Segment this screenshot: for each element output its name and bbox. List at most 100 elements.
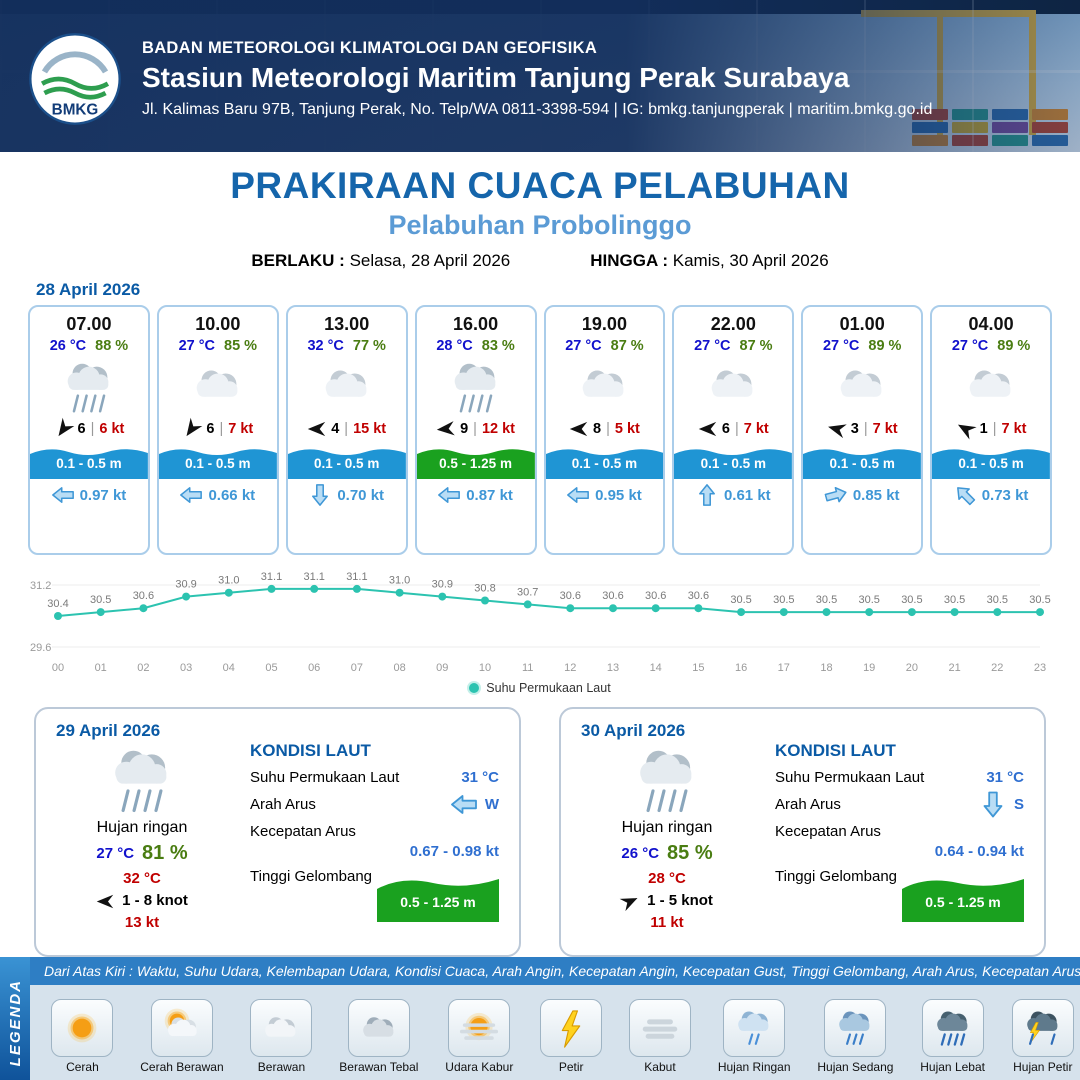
wind-speed: 7 kt bbox=[872, 421, 898, 438]
card-time: 04.00 bbox=[968, 314, 1014, 334]
svg-text:30.5: 30.5 bbox=[773, 594, 794, 606]
svg-text:29.6: 29.6 bbox=[30, 642, 51, 654]
svg-text:03: 03 bbox=[180, 662, 192, 674]
legend-item-cerah-berawan: Cerah Berawan bbox=[140, 998, 224, 1074]
card-current-row: 0.85 kt bbox=[824, 486, 900, 504]
card-humidity: 88 % bbox=[95, 338, 129, 354]
svg-text:19: 19 bbox=[863, 662, 875, 674]
svg-text:30.6: 30.6 bbox=[688, 590, 709, 602]
wave-height-band: 0.1 - 0.5 m bbox=[30, 443, 148, 480]
legend-item-hujan-petir: Hujan Petir bbox=[1011, 998, 1074, 1074]
current-speed: 0.73 kt bbox=[981, 486, 1029, 504]
svg-text:17: 17 bbox=[778, 662, 790, 674]
card-time: 01.00 bbox=[839, 314, 885, 334]
card-current-row: 0.73 kt bbox=[954, 486, 1029, 506]
svg-text:30.5: 30.5 bbox=[987, 594, 1008, 606]
legend-items-row: Cerah Cerah Berawan Berawan Berawan Teba… bbox=[30, 985, 1080, 1080]
sst-label: Suhu Permukaan Laut bbox=[250, 769, 400, 786]
card-temperature: 27 °C bbox=[822, 338, 860, 354]
current-speed: 0.66 kt bbox=[208, 486, 256, 504]
legend-item-label: Hujan Ringan bbox=[717, 1059, 791, 1074]
wave-height-band: 0.1 - 0.5 m bbox=[287, 443, 406, 480]
wave-height-value: 0.1 - 0.5 m bbox=[958, 456, 1024, 472]
wind-direction-icon bbox=[827, 421, 847, 439]
svg-text:31.0: 31.0 bbox=[218, 575, 239, 587]
hingga-value: Kamis, 30 April 2026 bbox=[672, 251, 829, 270]
svg-text:30.5: 30.5 bbox=[858, 594, 879, 606]
wind-speed: 7 kt bbox=[1001, 421, 1027, 438]
svg-text:09: 09 bbox=[436, 662, 448, 674]
sea-surface-temp: 31 °C bbox=[461, 769, 499, 786]
current-direction-label: Arah Arus bbox=[775, 796, 841, 813]
current-direction-icon bbox=[180, 486, 203, 504]
day-condition: Hujan ringan bbox=[621, 819, 713, 836]
wind-direction-icon bbox=[182, 417, 203, 437]
card-wind-row: 4 | 15 kt bbox=[307, 421, 386, 437]
legend-item-label: Kabut bbox=[644, 1059, 676, 1074]
current-direction-icon bbox=[824, 486, 847, 504]
wave-height-band: 0.1 - 0.5 m bbox=[803, 443, 922, 480]
card-humidity: 89 % bbox=[868, 338, 902, 354]
header-banner: BMKG BADAN METEOROLOGI KLIMATOLOGI DAN G… bbox=[0, 0, 1080, 152]
card-temp-humidity: 27 °C 87 % bbox=[694, 338, 773, 354]
wind-direction-icon bbox=[54, 417, 74, 437]
legend-item-berawan-tebal: Berawan Tebal bbox=[339, 998, 418, 1074]
card-humidity: 83 % bbox=[481, 338, 515, 354]
legend-item-label: Hujan Sedang bbox=[817, 1059, 894, 1074]
validity-row: BERLAKU : Selasa, 28 April 2026 HINGGA :… bbox=[0, 251, 1080, 271]
svg-text:30.5: 30.5 bbox=[730, 594, 751, 606]
svg-text:30.5: 30.5 bbox=[944, 594, 965, 606]
wind-divider: | bbox=[734, 421, 739, 438]
card-current-row: 0.70 kt bbox=[309, 484, 385, 507]
current-speed: 0.70 kt bbox=[337, 486, 385, 504]
org-name: BADAN METEOROLOGI KLIMATOLOGI DAN GEOFIS… bbox=[142, 39, 598, 57]
current-direction-icon bbox=[696, 484, 718, 507]
card-temperature: 32 °C bbox=[307, 338, 344, 354]
svg-text:08: 08 bbox=[393, 662, 405, 674]
svg-text:31.1: 31.1 bbox=[346, 571, 367, 583]
header-navy-overlay bbox=[0, 0, 1080, 152]
forecast-card-19.00: 19.00 27 °C 87 % 8 | 5 kt 0.1 - 0.5 m 0.… bbox=[543, 305, 666, 555]
svg-text:07: 07 bbox=[351, 662, 363, 674]
card-humidity: 85 % bbox=[224, 338, 258, 354]
card-wind-row: 3 | 7 kt bbox=[827, 421, 898, 439]
wave-height-band: 0.1 - 0.5 m bbox=[932, 443, 1050, 480]
svg-text:30.6: 30.6 bbox=[560, 590, 581, 602]
current-speed: 0.87 kt bbox=[466, 486, 513, 504]
sea-conditions-heading: KONDISI LAUT bbox=[775, 741, 896, 760]
svg-text:31.2: 31.2 bbox=[30, 580, 51, 592]
card-time: 13.00 bbox=[324, 314, 370, 334]
wind-direction-icon bbox=[307, 421, 326, 437]
svg-text:05: 05 bbox=[265, 662, 277, 674]
wave-height-value: 0.1 - 0.5 m bbox=[56, 456, 122, 472]
current-speed: 0.61 kt bbox=[723, 486, 771, 504]
station-address: Jl. Kalimas Baru 97B, Tanjung Perak, No.… bbox=[142, 101, 933, 118]
wave-height-value: 0.1 - 0.5 m bbox=[571, 456, 638, 472]
legend-series-name: Suhu Permukaan Laut bbox=[486, 681, 611, 695]
wave-height-value: 0.5 - 1.25 m bbox=[400, 894, 476, 910]
card-current-row: 0.87 kt bbox=[438, 486, 513, 504]
sea-surface-temp: 31 °C bbox=[986, 769, 1024, 786]
current-speed-range: 0.67 - 0.98 kt bbox=[409, 843, 499, 860]
card-temp-humidity: 27 °C 89 % bbox=[823, 338, 902, 354]
card-temp-humidity: 27 °C 89 % bbox=[952, 338, 1031, 354]
svg-text:11: 11 bbox=[522, 662, 533, 674]
wave-height-value: 0.5 - 1.25 m bbox=[439, 456, 512, 472]
svg-text:06: 06 bbox=[308, 662, 320, 674]
svg-text:30.5: 30.5 bbox=[1029, 594, 1050, 606]
validity-from: BERLAKU : Selasa, 28 April 2026 bbox=[251, 251, 510, 271]
legend-item-berawan: Berawan bbox=[250, 998, 313, 1074]
weather-icon-rain-gray bbox=[103, 741, 181, 817]
day-humidity: 85 % bbox=[667, 842, 713, 864]
svg-text:14: 14 bbox=[650, 662, 662, 674]
day-wind-range: 1 - 8 knot bbox=[122, 892, 188, 909]
forecast-card-04.00: 04.00 27 °C 89 % 1 | 7 kt 0.1 - 0.5 m 0.… bbox=[930, 305, 1052, 555]
sst-line-chart: 31.2 29.6 30.4 00 30.5 01 30.6 02 30.9 03 31.0 04 31… bbox=[30, 571, 1051, 674]
wave-height-badge: 0.5 - 1.25 m bbox=[377, 872, 499, 922]
day-temp-min: 27 °C bbox=[96, 845, 135, 862]
sun-icon bbox=[51, 998, 114, 1057]
cloud-thick-icon bbox=[347, 998, 410, 1057]
lightning-icon bbox=[540, 998, 603, 1057]
wind-divider: | bbox=[344, 421, 349, 438]
